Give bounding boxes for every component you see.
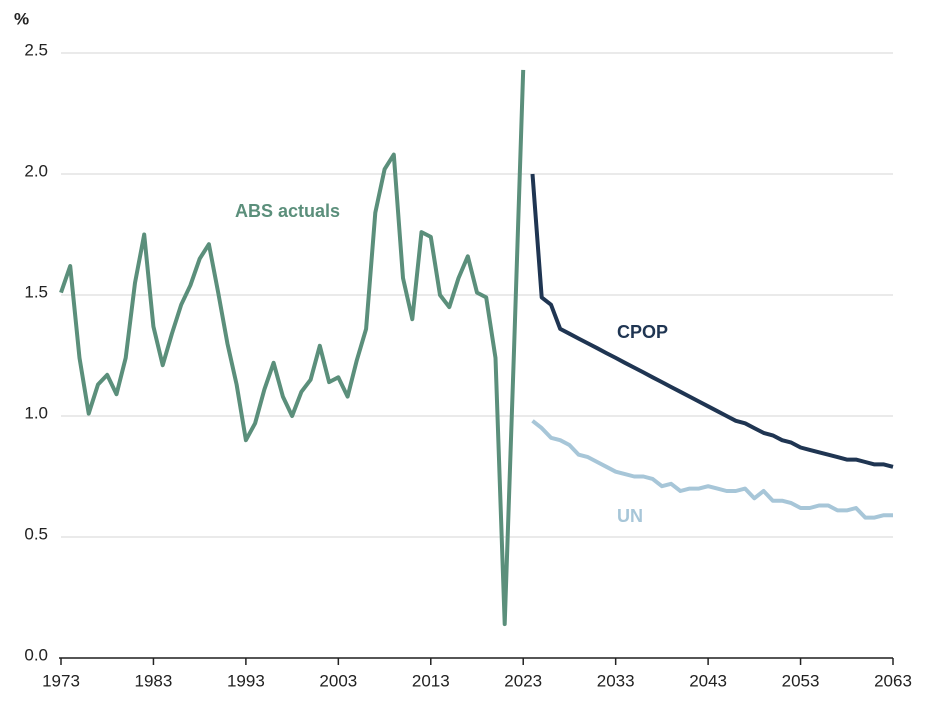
y-tick-label: 2.5	[24, 40, 48, 59]
series-label: CPOP	[617, 322, 668, 342]
y-tick-label: 0.0	[24, 645, 48, 664]
x-tick-label: 1973	[42, 671, 80, 690]
x-tick-label: 2053	[782, 671, 820, 690]
x-tick-label: 1983	[135, 671, 173, 690]
x-tick-label: 2033	[597, 671, 635, 690]
y-tick-label: 1.5	[24, 282, 48, 301]
y-tick-label: 0.5	[24, 524, 48, 543]
x-tick-label: 2013	[412, 671, 450, 690]
y-axis-label: %	[14, 9, 29, 28]
x-tick-label: 2023	[504, 671, 542, 690]
series-line	[531, 419, 893, 520]
series-line	[530, 173, 894, 469]
y-tick-label: 2.0	[24, 161, 48, 180]
y-tick-label: 1.0	[24, 403, 48, 422]
series-label: UN	[617, 506, 643, 526]
x-tick-label: 1993	[227, 671, 265, 690]
series-label: ABS actuals	[235, 201, 340, 221]
x-tick-label: 2003	[319, 671, 357, 690]
series-line	[59, 69, 526, 627]
x-tick-label: 2043	[689, 671, 727, 690]
x-tick-label: 2063	[874, 671, 912, 690]
